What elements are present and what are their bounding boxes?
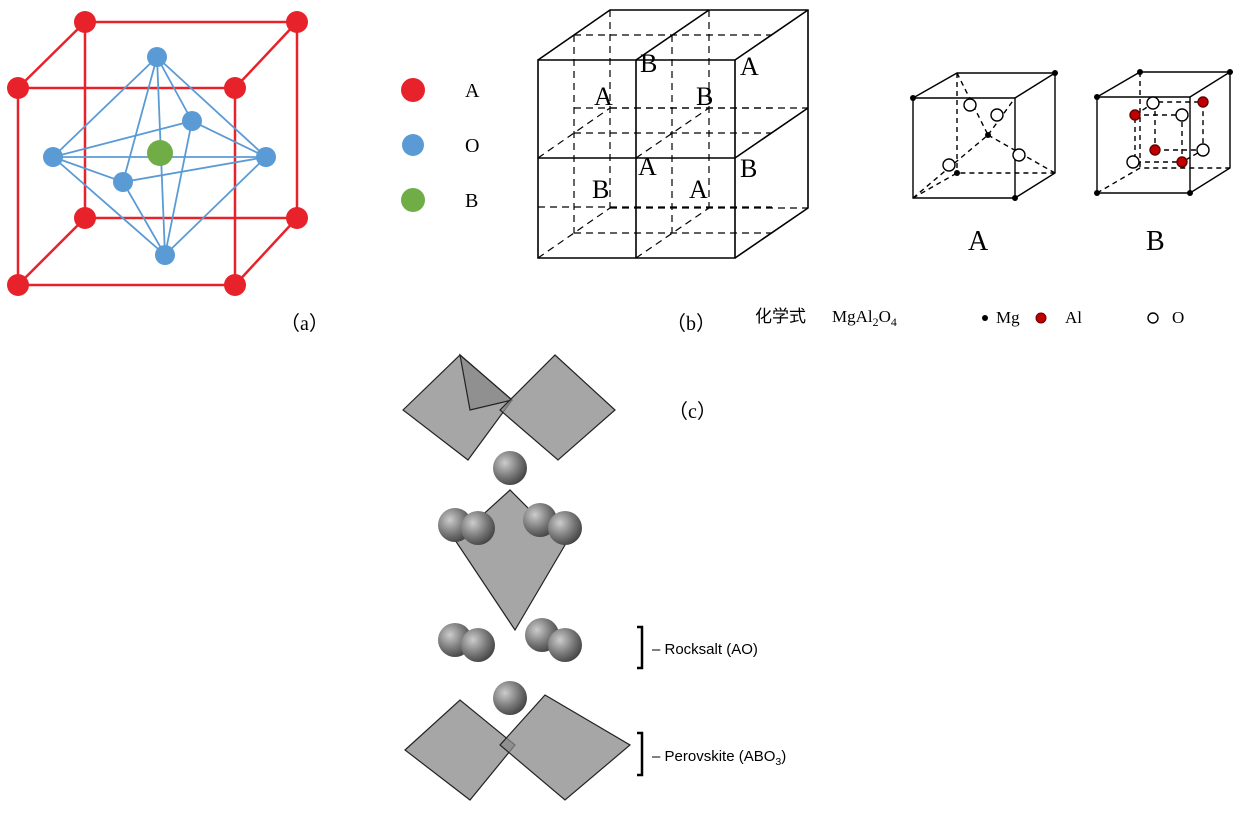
caption: （a） xyxy=(280,312,329,335)
legend-swatch xyxy=(982,315,988,321)
subscript: 2 xyxy=(873,315,879,329)
cube-labels: A B A B A B B A xyxy=(592,49,759,204)
cube-label: B xyxy=(740,154,757,183)
spinel-cell xyxy=(537,9,809,259)
small-cube-b xyxy=(1094,69,1233,196)
ruddlesden-popper xyxy=(402,353,644,801)
text-part: MgAl xyxy=(832,307,873,326)
cube-title: B xyxy=(1146,226,1165,257)
cube-label: B xyxy=(696,82,713,111)
cube-label: A xyxy=(638,152,657,181)
legend-label: O xyxy=(1172,308,1184,327)
annotation: – Perovskite (ABO3) xyxy=(652,748,786,768)
cube-label: A xyxy=(689,175,708,204)
caption: （c） xyxy=(668,400,717,423)
cube-label: B xyxy=(640,49,657,78)
legend-label: Mg xyxy=(996,308,1020,327)
legend-swatch xyxy=(401,78,425,102)
cube-title: A xyxy=(968,226,989,257)
formula-label: 化学式 xyxy=(755,307,806,326)
legend-label: B xyxy=(465,190,478,212)
small-cube-a xyxy=(910,70,1058,201)
subscript: 3 xyxy=(775,756,781,768)
cube-label: B xyxy=(592,175,609,204)
annotation: – Rocksalt (AO) xyxy=(652,641,758,658)
legend-swatch xyxy=(1147,312,1159,324)
caption: （b） xyxy=(666,312,716,335)
cube-label: A xyxy=(740,52,759,81)
atoms xyxy=(7,11,308,296)
text-part: – Perovskite (ABO xyxy=(652,748,775,765)
text-part: O xyxy=(879,307,891,326)
legend-label: O xyxy=(465,135,479,157)
legend-swatch xyxy=(1035,312,1047,324)
subscript: 4 xyxy=(891,315,897,329)
legend-swatch xyxy=(401,188,425,212)
cube-label: A xyxy=(594,82,613,111)
legend-label: Al xyxy=(1065,308,1082,327)
legend-swatch xyxy=(402,134,424,156)
legend-label: A xyxy=(465,80,480,102)
text-part: ) xyxy=(781,748,786,765)
formula: MgAl2O4 xyxy=(832,307,897,329)
